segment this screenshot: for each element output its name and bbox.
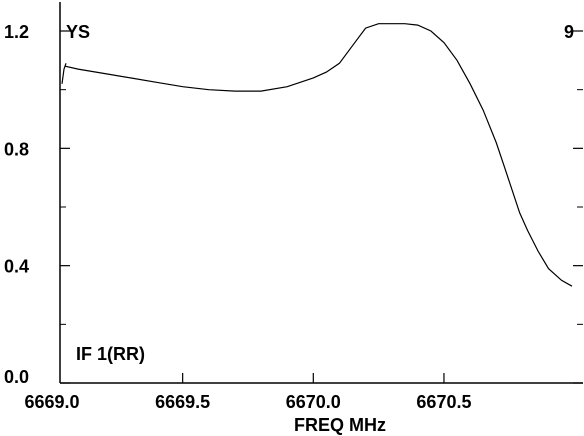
plot-frame bbox=[59, 2, 583, 384]
x-tick-label: 6670.0 bbox=[286, 392, 341, 412]
y-tick-label: 0.8 bbox=[4, 139, 29, 159]
y-tick-label: 0.4 bbox=[4, 257, 29, 277]
x-tick-label: 6669.5 bbox=[155, 392, 210, 412]
x-ticks: 6669.0 6669.5 6670.0 6670.5 bbox=[24, 373, 471, 412]
annotation-top-left: YS bbox=[66, 22, 90, 42]
y-tick-label: 0.0 bbox=[4, 367, 29, 387]
x-axis-label: FREQ MHz bbox=[294, 415, 386, 435]
x-tick-label: 6669.0 bbox=[24, 392, 79, 412]
y-tick-label: 1.2 bbox=[4, 22, 29, 42]
series-line bbox=[61, 23, 573, 287]
y-ticks: 0.0 0.4 0.8 1.2 bbox=[4, 22, 583, 387]
annotation-bottom-left: IF 1(RR) bbox=[76, 344, 145, 364]
annotation-top-right: 9 bbox=[564, 22, 574, 42]
x-tick-label: 6670.5 bbox=[416, 392, 471, 412]
